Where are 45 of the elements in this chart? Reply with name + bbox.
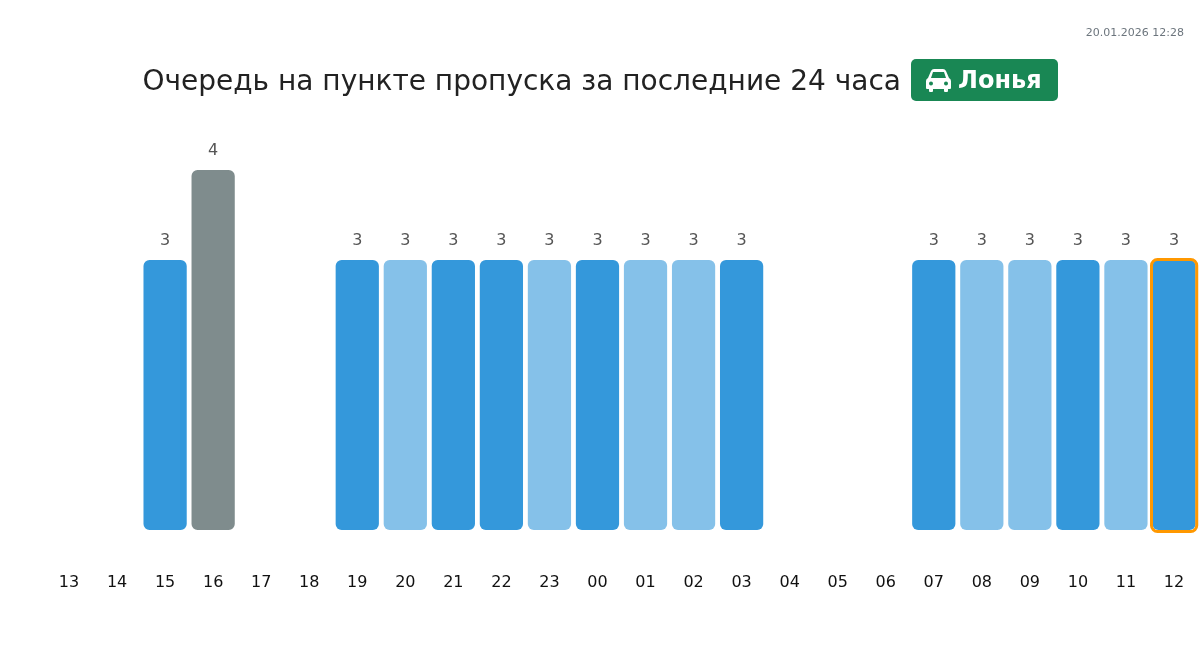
badge: Лонья [911, 59, 1058, 101]
x-tick-label: 04 [779, 571, 800, 591]
x-tick-label: 12 [1163, 571, 1185, 591]
text: 20.01.2026 12:28 [1085, 26, 1184, 39]
data-label: 3 [1072, 230, 1083, 250]
data-label: 3 [400, 230, 411, 250]
x-tick-label: 14 [106, 571, 128, 591]
x-tick-label: 02 [683, 571, 704, 591]
x-tick-label: 22 [491, 571, 512, 591]
x-tick-label: 09 [1019, 571, 1041, 591]
x-tick-label: 11 [1115, 571, 1137, 591]
x-tick-label: 23 [539, 571, 560, 591]
x-tick-label: 03 [731, 571, 752, 591]
x-tick-label: 20 [395, 571, 416, 591]
x-tick-label: 00 [587, 571, 608, 591]
x-tick-label: 07 [923, 571, 944, 591]
x-tick-label: 16 [202, 571, 224, 591]
data-label: 3 [352, 230, 363, 250]
x-tick-label: 19 [347, 571, 368, 591]
chart-title: Очередь на пункте пропуска за последние 24 часа [142, 63, 901, 97]
data-label: 3 [1120, 230, 1132, 250]
data-label: 3 [928, 230, 939, 250]
data-label: 3 [160, 230, 171, 250]
data-label: 3 [1168, 230, 1180, 250]
data-label: 3 [688, 230, 699, 250]
data-label: 3 [736, 230, 747, 250]
x-tick-label: 21 [443, 571, 464, 591]
x-tick-label: 06 [875, 571, 896, 591]
chart-subtitle: Лонья [958, 66, 1042, 94]
x-tick-label: 13 [58, 571, 80, 591]
x-tick-label: 17 [251, 571, 272, 591]
data-label: 3 [640, 230, 651, 250]
x-tick-label: 01 [635, 571, 656, 591]
data-label: 3 [544, 230, 555, 250]
x-tick-label: 18 [299, 571, 320, 591]
data-label: 3 [592, 230, 603, 250]
x-tick-label: 08 [971, 571, 992, 591]
x-tick-label: 05 [827, 571, 848, 591]
data-label: 3 [496, 230, 507, 250]
x-tick-label: 10 [1067, 571, 1089, 591]
x-tick-label: 15 [154, 571, 176, 591]
data-label: 3 [1024, 230, 1035, 250]
data-label: 4 [208, 140, 219, 160]
data-label: 3 [448, 230, 459, 250]
data-label: 3 [976, 230, 987, 250]
